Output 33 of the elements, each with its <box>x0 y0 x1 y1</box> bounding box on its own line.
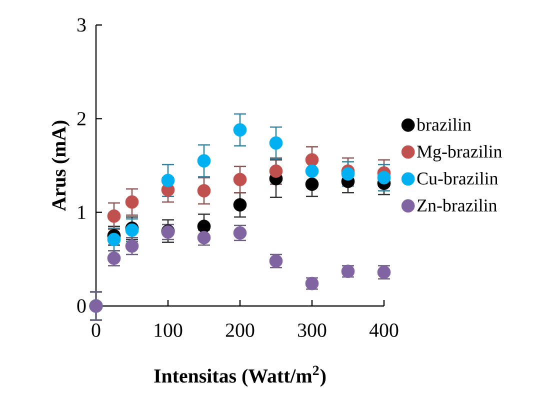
point <box>341 167 355 181</box>
point <box>197 184 211 198</box>
point <box>107 232 121 246</box>
point <box>233 123 247 137</box>
point <box>161 174 175 188</box>
x-tick-label: 300 <box>298 324 326 337</box>
point <box>305 178 319 191</box>
point <box>233 198 247 212</box>
x-tick-label: 200 <box>226 324 254 337</box>
point <box>305 153 319 167</box>
legend-label: Zn-brazilin <box>417 198 497 212</box>
point <box>269 136 283 150</box>
legend-label: Mg-brazilin <box>417 145 502 162</box>
point <box>125 195 139 209</box>
y-axis-title: Arus (mA) <box>52 120 70 211</box>
point <box>197 220 211 234</box>
y-tick-label: 1 <box>78 206 86 219</box>
point <box>125 239 139 253</box>
point <box>269 164 283 178</box>
legend-label: Cu-brazilin <box>417 172 498 185</box>
point <box>197 154 211 168</box>
y-tick-label: 0 <box>77 299 86 313</box>
legend-label: brazilin <box>416 118 472 131</box>
x-tick-label: 100 <box>154 324 182 337</box>
y-tick-label: 2 <box>77 112 86 126</box>
point <box>107 209 121 223</box>
x-axis-title: Intensitas (Watt/m$^{2}$) <box>154 366 326 387</box>
point <box>233 172 247 186</box>
x-tick-label: 0 <box>92 324 100 337</box>
point <box>377 170 391 184</box>
y-tick-label: 3 <box>77 18 86 32</box>
x-tick-label: 400 <box>369 324 398 337</box>
point <box>305 164 319 178</box>
